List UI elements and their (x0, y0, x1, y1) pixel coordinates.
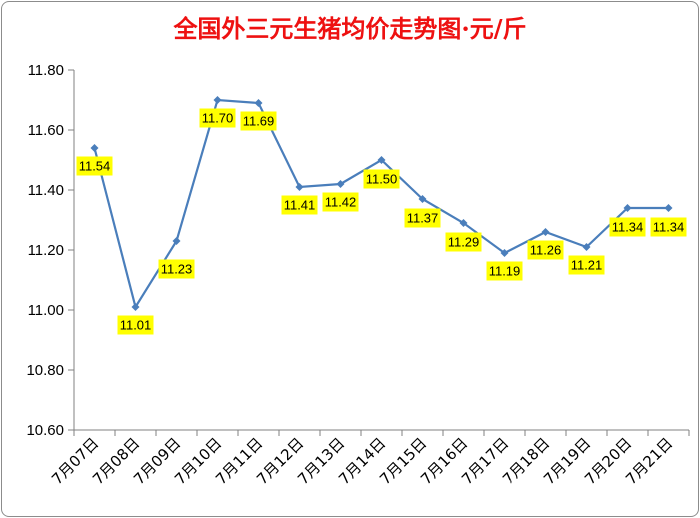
data-point (500, 249, 509, 257)
data-point (131, 303, 140, 311)
data-point (541, 228, 550, 236)
data-label-box (568, 255, 605, 275)
data-label: 11.26 (530, 243, 562, 258)
data-point (377, 156, 386, 164)
data-label: 11.41 (284, 198, 316, 213)
data-label: 11.50 (366, 172, 398, 187)
data-label-box (609, 217, 646, 237)
data-point (254, 99, 263, 107)
data-label-box (158, 259, 195, 279)
y-tick-label: 11.80 (28, 62, 64, 79)
data-label: 11.29 (448, 235, 480, 250)
data-label: 11.34 (612, 220, 644, 235)
data-point (336, 180, 345, 188)
data-label-box (527, 240, 564, 260)
data-point (623, 204, 632, 212)
data-point (172, 237, 181, 245)
data-point (418, 195, 427, 203)
y-tick-label: 11.00 (28, 302, 64, 319)
watermark: 微信号: shengzhuwage (476, 479, 671, 498)
data-label-box (650, 217, 687, 237)
data-label-box (117, 315, 154, 335)
data-label: 11.54 (79, 159, 111, 174)
data-point (90, 144, 99, 152)
y-tick-label: 10.80 (26, 362, 64, 379)
data-label-box (199, 108, 236, 128)
data-label: 11.19 (489, 264, 521, 279)
y-tick-label: 11.40 (28, 182, 64, 199)
data-label-box (76, 156, 113, 176)
data-label-box (281, 195, 318, 215)
watermark-text: 微信号: shengzhuwage (503, 479, 671, 497)
data-label-box (322, 192, 359, 212)
y-tick-label: 11.60 (28, 122, 64, 139)
data-label: 11.69 (243, 114, 275, 129)
data-label: 11.37 (407, 211, 439, 226)
data-point (459, 219, 468, 227)
data-label: 11.34 (653, 220, 685, 235)
data-label-box (404, 208, 441, 228)
data-label: 11.70 (202, 111, 234, 126)
data-points (90, 96, 673, 311)
data-label-box (240, 111, 277, 131)
data-label-box (363, 169, 400, 189)
y-tick-label: 10.60 (26, 422, 64, 439)
data-label-box (486, 261, 523, 281)
data-label: 11.21 (571, 258, 603, 273)
chart-title: 全国外三元生猪均价走势图·元/斤 (172, 14, 526, 43)
data-label: 11.23 (161, 262, 193, 277)
data-point (213, 96, 222, 104)
y-tick-label: 11.20 (28, 242, 64, 259)
data-label: 11.01 (120, 318, 152, 333)
data-point (664, 204, 673, 212)
data-label-box (445, 232, 482, 252)
data-point (295, 183, 304, 191)
data-labels: 11.54 11.01 11.23 11.70 11.69 11.41 11.42 11.50… (76, 108, 687, 335)
y-axis: 10.60 10.80 11.00 11.20 11.40 11.60 11.80 (26, 62, 74, 439)
data-point (582, 243, 591, 251)
data-label: 11.42 (325, 195, 357, 210)
